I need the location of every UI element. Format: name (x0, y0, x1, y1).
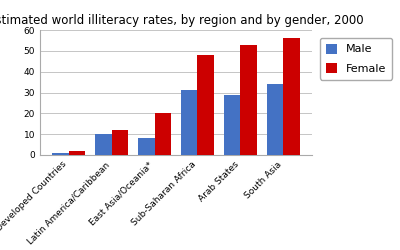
Legend: Male, Female: Male, Female (320, 38, 392, 80)
Bar (267, 84, 283, 155)
Bar (240, 44, 257, 155)
Bar (181, 90, 198, 155)
Bar (198, 55, 214, 155)
Bar (283, 38, 300, 155)
Bar (224, 94, 240, 155)
Bar (52, 153, 69, 155)
Bar (154, 113, 171, 155)
Bar (138, 138, 154, 155)
Bar (69, 151, 85, 155)
Bar (95, 134, 112, 155)
Bar (112, 130, 128, 155)
Title: Estimated world illiteracy rates, by region and by gender, 2000: Estimated world illiteracy rates, by reg… (0, 14, 364, 28)
